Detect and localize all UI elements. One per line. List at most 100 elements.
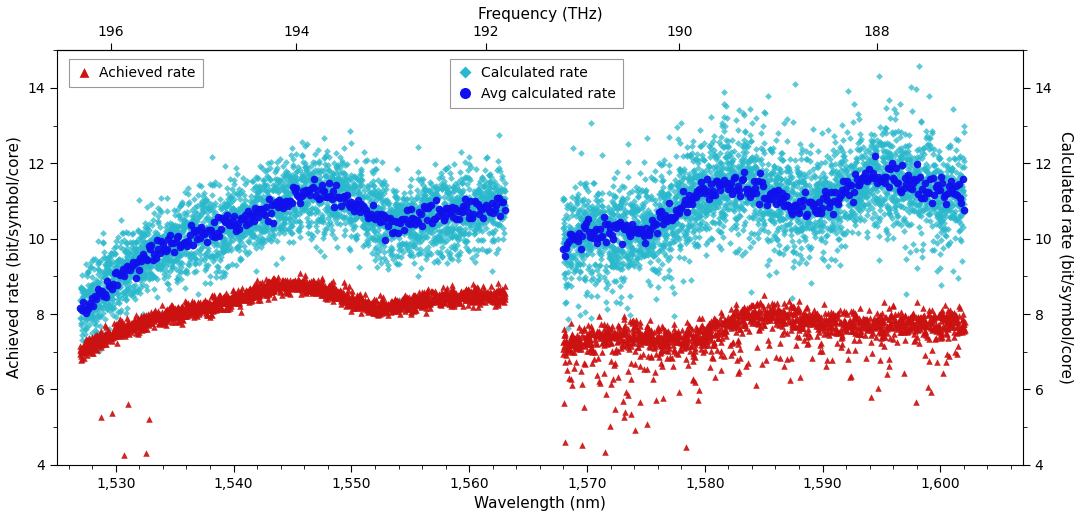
Point (127, 323, 145, 331)
Point (78, 324, 95, 333)
Point (392, 216, 409, 224)
Point (690, 195, 707, 204)
Point (471, 290, 488, 298)
Point (573, 380, 591, 388)
Point (178, 269, 195, 277)
Point (178, 211, 195, 219)
Point (361, 233, 378, 241)
Point (432, 299, 449, 308)
Point (258, 286, 275, 295)
Point (431, 248, 448, 256)
Point (873, 309, 890, 317)
Point (923, 202, 941, 210)
Point (241, 238, 258, 247)
Point (661, 182, 678, 191)
Point (121, 266, 138, 274)
Point (448, 295, 465, 304)
Point (555, 242, 572, 251)
Point (607, 223, 624, 232)
Point (414, 196, 431, 204)
Point (496, 228, 513, 237)
Point (642, 335, 659, 343)
Point (299, 281, 316, 290)
Point (597, 330, 615, 339)
Point (286, 276, 303, 284)
Point (129, 226, 146, 235)
Point (374, 180, 391, 189)
Point (269, 185, 286, 194)
Point (490, 164, 508, 172)
Point (252, 195, 269, 203)
Point (561, 233, 578, 241)
Point (303, 174, 321, 182)
Point (572, 242, 590, 251)
Point (120, 278, 137, 286)
Point (139, 262, 157, 270)
Point (783, 325, 800, 334)
Point (306, 190, 323, 198)
Point (491, 200, 509, 209)
Point (805, 205, 822, 213)
Point (760, 271, 778, 279)
Point (140, 238, 158, 247)
Point (462, 218, 480, 226)
Point (912, 151, 929, 160)
Point (588, 292, 605, 300)
Point (932, 236, 949, 244)
Point (835, 208, 852, 217)
Point (867, 183, 885, 191)
Point (801, 149, 819, 157)
Point (850, 166, 867, 175)
Point (649, 221, 666, 229)
Point (307, 209, 324, 217)
Point (143, 312, 160, 320)
Point (474, 182, 491, 190)
Point (310, 217, 327, 225)
Point (689, 176, 706, 184)
Point (755, 108, 772, 116)
Point (424, 295, 442, 303)
Point (721, 175, 739, 183)
Point (161, 231, 178, 239)
Point (369, 190, 387, 198)
Point (468, 293, 485, 301)
Point (426, 297, 443, 306)
Point (469, 221, 486, 229)
Point (701, 329, 718, 338)
Point (686, 338, 703, 346)
Point (611, 282, 629, 290)
Point (234, 212, 252, 221)
Point (945, 105, 962, 113)
Point (71, 346, 89, 354)
Point (714, 185, 731, 194)
Point (270, 176, 287, 184)
Point (295, 158, 312, 166)
Point (860, 321, 877, 329)
Point (630, 334, 647, 342)
Point (174, 258, 191, 267)
Point (676, 332, 693, 340)
Point (191, 199, 208, 208)
Point (892, 128, 909, 136)
Point (673, 341, 690, 350)
Point (338, 294, 355, 303)
Point (99, 334, 117, 342)
Point (336, 231, 353, 239)
Point (191, 212, 208, 220)
Point (872, 174, 889, 182)
Point (839, 346, 856, 354)
Point (658, 190, 675, 198)
Point (615, 330, 632, 338)
Point (572, 245, 590, 253)
Point (166, 227, 184, 235)
Point (814, 181, 832, 189)
Point (556, 298, 573, 307)
Point (232, 205, 249, 213)
Point (681, 198, 699, 206)
Point (255, 285, 272, 294)
Point (362, 301, 379, 309)
Point (835, 177, 852, 185)
Point (495, 204, 512, 212)
Point (571, 179, 589, 188)
Point (610, 226, 627, 234)
